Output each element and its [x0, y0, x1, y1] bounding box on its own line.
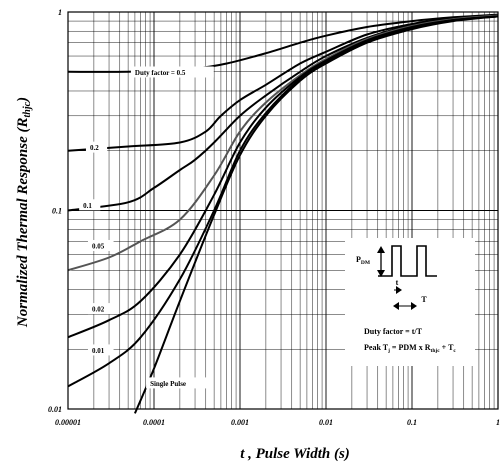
y-tick-labels: 0.01 0.1 1 — [48, 8, 62, 414]
x-tick-label-0: 0.00001 — [55, 418, 81, 427]
curve-label-bg-6 — [146, 377, 207, 389]
x-tick-label-5: 1 — [496, 418, 500, 427]
t-arrow-head — [396, 286, 402, 294]
y-tick-label-1: 0.1 — [52, 207, 62, 216]
curve-label-bg-1 — [85, 141, 108, 153]
pdm-label: PDM — [356, 255, 371, 266]
curve-label-bg-4 — [87, 303, 114, 315]
y-axis-title-close: ) — [15, 97, 31, 104]
peak-thjc: thjc — [430, 348, 440, 354]
inset-box — [345, 238, 475, 366]
T-arrow-head-right — [411, 302, 417, 310]
peak-formula: Peak Tj = PDM x Rthjc + Tc — [364, 343, 456, 354]
pdm-arrow-head-up — [377, 246, 385, 253]
series-line-4 — [67, 15, 499, 339]
peak-j: j — [387, 348, 390, 354]
x-tick-label-1: 0.0001 — [143, 418, 165, 427]
T-arrow-head-left — [393, 302, 399, 310]
x-tick-label-4: 0.1 — [407, 418, 417, 427]
curve-label-bg-3 — [87, 239, 114, 251]
curve-label-bg-5 — [87, 344, 114, 356]
curve-label-6: Single Pulse — [150, 380, 186, 388]
curve-label-1: 0.2 — [90, 144, 99, 152]
y-axis-title: Normalized Thermal Response (Rthjc) — [15, 97, 33, 328]
curve-label-2: 0.1 — [83, 202, 92, 210]
series-line-6 — [133, 15, 499, 414]
curve-label-0: Duty factor = 0.5 — [135, 69, 186, 77]
x-tick-label-2: 0.001 — [231, 418, 249, 427]
peak-pre: Peak T — [364, 343, 389, 352]
y-axis-title-sub: thjc — [22, 101, 33, 117]
t-label: t — [396, 278, 399, 287]
peak-mid: = PDM x R — [390, 343, 431, 352]
duty-cycle-inset: PDM t T Duty factor = t/T Peak Tj = PDM … — [345, 238, 475, 366]
curve-label-4: 0.02 — [92, 306, 105, 314]
curve-label-3: 0.05 — [92, 242, 105, 250]
peak-plus: + T — [440, 343, 454, 352]
y-axis-title-main: Normalized Thermal Response (R — [15, 117, 31, 328]
curve-label-bg-0 — [130, 66, 214, 78]
y-tick-label-2: 1 — [58, 8, 62, 17]
peak-c: c — [453, 348, 456, 354]
pdm-label-sub: DM — [361, 260, 371, 266]
pulse-waveform — [378, 245, 437, 277]
series-line-2 — [67, 14, 499, 212]
series-line-3 — [67, 14, 499, 272]
pdm-arrow-head-down — [377, 270, 385, 277]
duty-formula: Duty factor = t/T — [364, 327, 423, 336]
x-tick-label-3: 0.01 — [319, 418, 333, 427]
x-tick-labels: 0.00001 0.0001 0.001 0.01 0.1 1 — [55, 418, 500, 427]
pdm-label-main: P — [356, 255, 361, 264]
curve-label-5: 0.01 — [92, 347, 105, 355]
plot-frame — [67, 11, 499, 410]
x-axis-title: t , Pulse Width (s) — [240, 446, 350, 462]
T-label: T — [421, 295, 427, 304]
curve-label-bg-2 — [79, 199, 101, 211]
y-tick-label-0: 0.01 — [48, 405, 62, 414]
curve-labels: Duty factor = 0.5 0.2 0.1 0.05 0.02 0.01 Singl… — [79, 66, 214, 389]
